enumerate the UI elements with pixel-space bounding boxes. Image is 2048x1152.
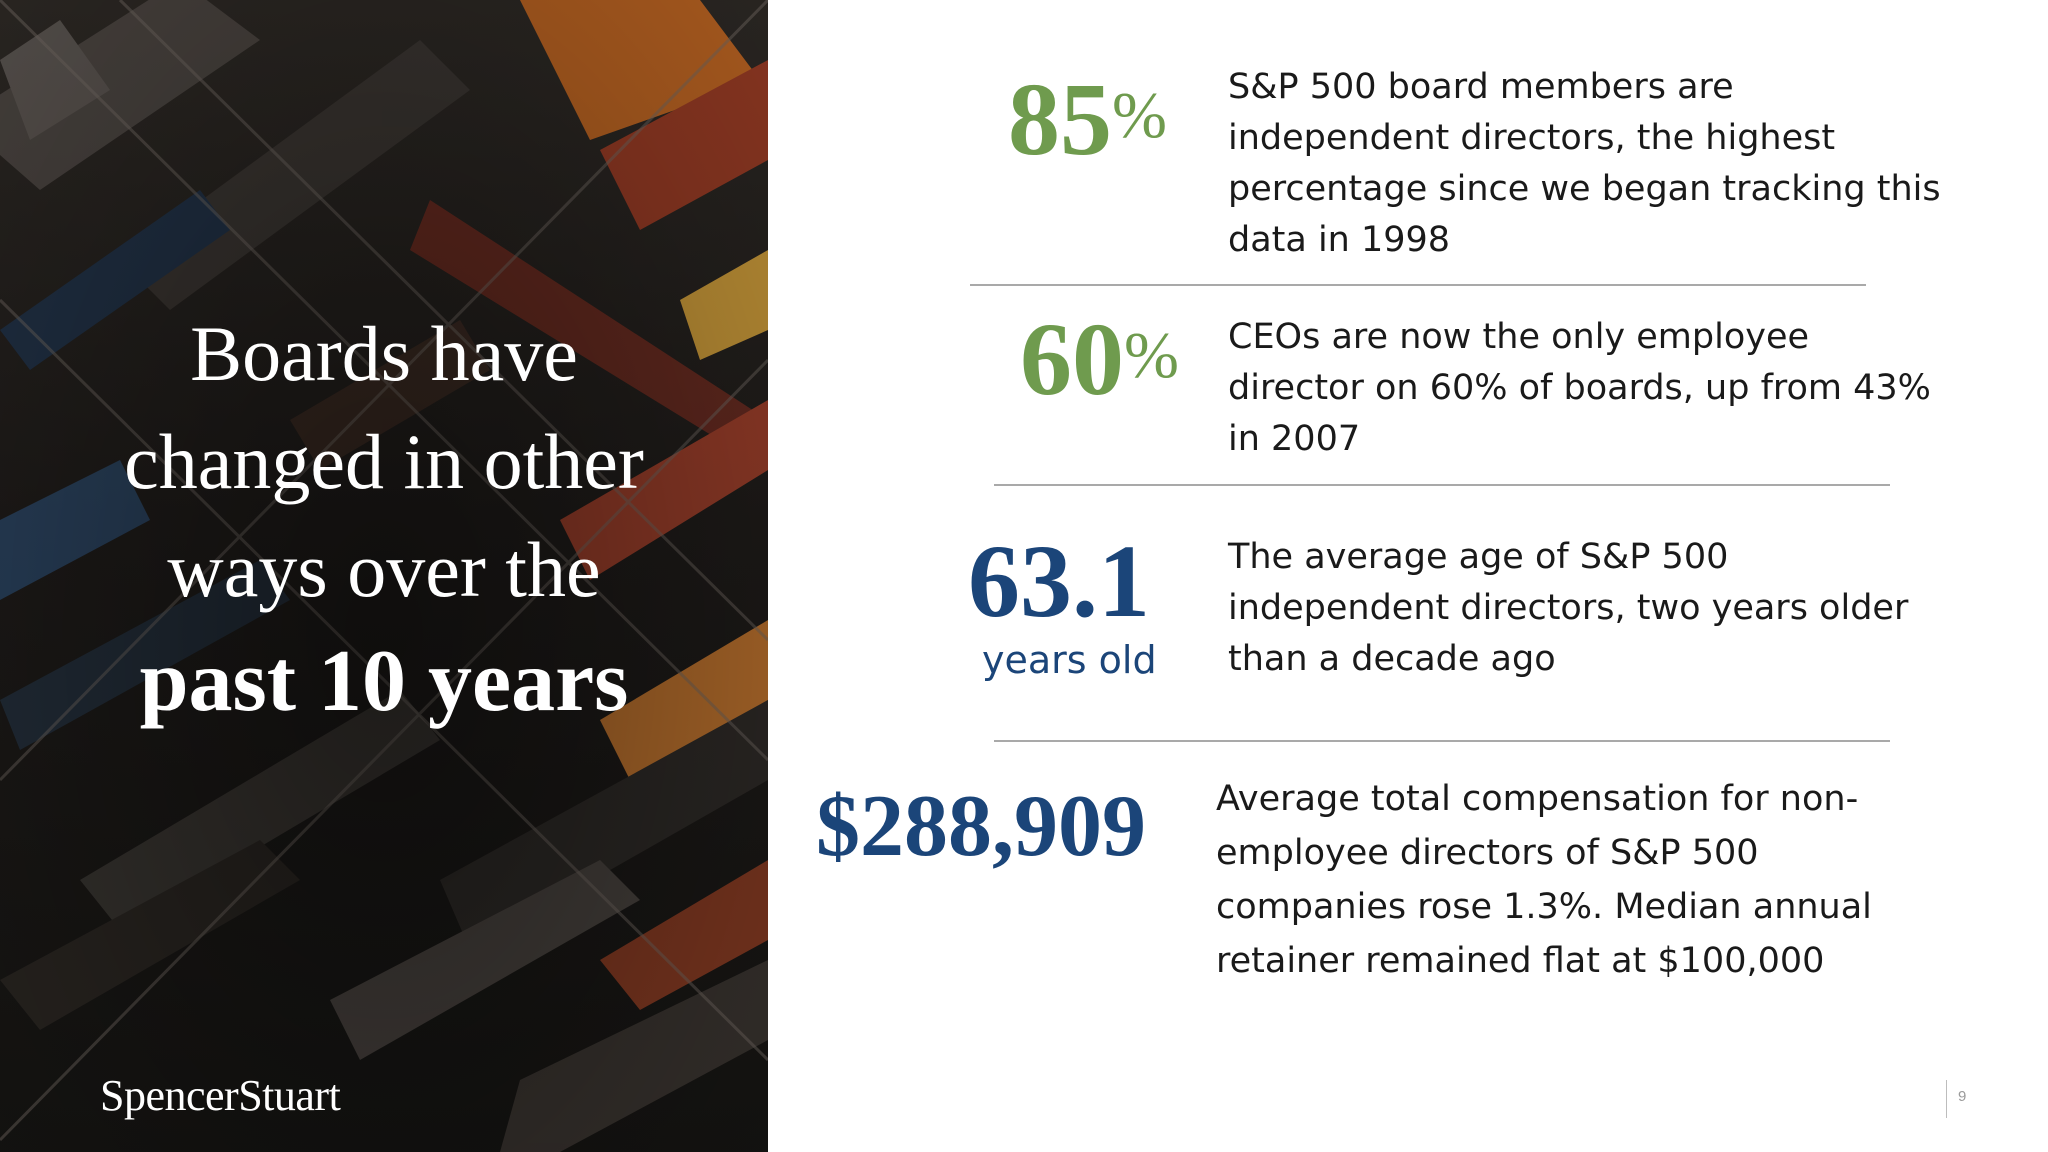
stat-3-value: 63.1	[968, 524, 1150, 639]
stat-2-line: CEOs are now the only employee	[1228, 317, 1810, 357]
stat-2-value: 60%	[1020, 300, 1179, 420]
divider	[970, 284, 1866, 286]
stat-4-line: employee directors of S&P 500	[1216, 833, 1759, 873]
stat-2-line: in 2007	[1228, 419, 1361, 459]
abstract-background-image	[0, 0, 768, 1152]
hero-panel: Boards have changed in other ways over t…	[0, 0, 768, 1152]
stat-3-line: than a decade ago	[1228, 639, 1556, 679]
stat-2-number: 60	[1020, 302, 1124, 417]
overlay-shade	[0, 0, 768, 1152]
headline-line-1: Boards have	[190, 310, 578, 397]
stat-1-value: 85%	[1008, 60, 1167, 180]
page-number: 9	[1958, 1088, 1967, 1105]
brand-logo: SpencerStuart	[100, 1071, 341, 1120]
stat-1-line: percentage since we began tracking this	[1228, 169, 1941, 209]
stat-1-line: data in 1998	[1228, 220, 1451, 260]
stat-1-description: S&P 500 board members are independent di…	[1228, 62, 1948, 266]
stat-3-line: The average age of S&P 500	[1228, 537, 1729, 577]
stat-4-line: Average total compensation for non-	[1216, 779, 1859, 819]
stat-2-line: director on 60% of boards, up from 43%	[1228, 368, 1931, 408]
stat-4-line: companies rose 1.3%. Median annual	[1216, 887, 1872, 927]
divider	[994, 484, 1890, 486]
headline-line-3: ways over the	[167, 526, 601, 613]
headline-line-4: past 10 years	[139, 633, 629, 730]
stat-4-line: retainer remained flat at $100,000	[1216, 941, 1825, 981]
stat-1-suffix: %	[1112, 79, 1167, 152]
page-number-rule	[1946, 1080, 1947, 1118]
stat-3-unit: years old	[982, 638, 1157, 682]
stat-1-line: independent directors, the highest	[1228, 118, 1836, 158]
stat-2-description: CEOs are now the only employee director …	[1228, 312, 1948, 465]
stat-4-value: $288,909	[816, 778, 1146, 875]
stat-1-line: S&P 500 board members are	[1228, 67, 1734, 107]
stat-2-suffix: %	[1124, 319, 1179, 392]
stat-1-number: 85	[1008, 62, 1112, 177]
divider	[994, 740, 1890, 742]
stat-4-description: Average total compensation for non- empl…	[1216, 772, 1946, 988]
headline: Boards have changed in other ways over t…	[40, 300, 728, 740]
stat-3-line: independent directors, two years older	[1228, 588, 1909, 628]
stat-3-description: The average age of S&P 500 independent d…	[1228, 532, 1948, 685]
headline-line-2: changed in other	[124, 418, 644, 505]
